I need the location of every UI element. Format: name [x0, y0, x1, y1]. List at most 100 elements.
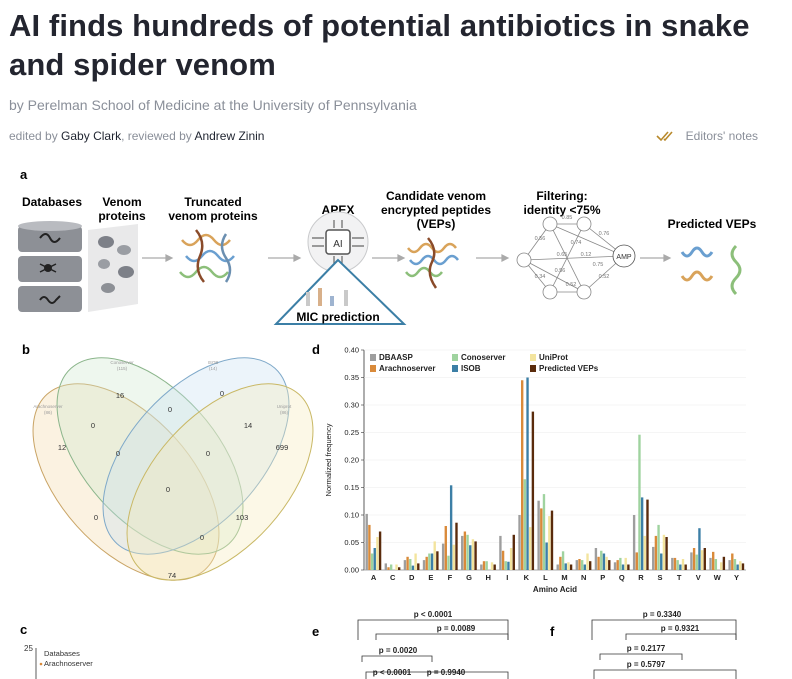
bar — [567, 562, 570, 570]
bar — [733, 559, 737, 570]
network-edge-value: 0.76 — [599, 231, 610, 237]
bar — [564, 563, 567, 570]
bar — [586, 553, 589, 570]
y-tick-label: 0.25 — [344, 428, 359, 437]
bar — [499, 535, 502, 570]
bar — [731, 553, 734, 570]
bar — [507, 561, 510, 570]
legend-swatch — [452, 354, 458, 361]
predicted-veps-icon — [680, 244, 742, 296]
pipeline-arrows — [142, 254, 672, 262]
network-edge-value: 0.74 — [571, 240, 582, 246]
bar — [395, 564, 398, 570]
bar — [449, 485, 453, 570]
y-tick-label: 0.40 — [344, 346, 359, 355]
bar — [684, 564, 687, 570]
bar — [627, 564, 630, 570]
bar — [411, 565, 415, 570]
panel-f-label: f — [550, 624, 555, 639]
bar — [728, 560, 731, 570]
bar — [403, 560, 407, 570]
bar — [681, 559, 685, 570]
region-arach-uni: 74 — [168, 571, 176, 580]
bar — [501, 550, 505, 570]
bar — [720, 562, 723, 570]
apex-chip-text: AI — [333, 239, 342, 250]
editor-name[interactable]: Gaby Clark — [61, 129, 122, 143]
editors-notes-link[interactable]: Editors' notes — [656, 129, 758, 143]
reviewer-name[interactable]: Andrew Zinin — [194, 129, 265, 143]
bar — [433, 541, 436, 570]
panel-f-significance-brackets — [591, 619, 737, 679]
bar — [588, 561, 592, 570]
bar — [657, 524, 660, 570]
stage-predicted: Predicted VEPs — [668, 217, 757, 231]
bar — [654, 535, 658, 570]
pvalue-e-3: p = 0.0020 — [379, 646, 418, 655]
bar — [632, 515, 636, 570]
bar — [583, 564, 587, 570]
set-label-arachnoserver: Arachnoserver — [33, 404, 63, 409]
panel-e-pvalues: p < 0.0001 p = 0.0089 p = 0.0020 p < 0.0… — [373, 610, 476, 677]
stage-candidate-line1: Candidate venom — [386, 189, 486, 203]
bar — [673, 557, 677, 570]
bar — [466, 534, 469, 570]
bar — [635, 552, 638, 570]
bar — [608, 560, 611, 570]
research-figure: a Databases Venom proteins Truncated ven… — [18, 167, 757, 679]
stage-databases: Databases — [22, 195, 82, 209]
panel-a-label: a — [20, 167, 28, 182]
bar — [409, 559, 412, 570]
bar — [493, 564, 496, 570]
bar — [480, 564, 483, 570]
y-axis-title: Normalized frequency — [324, 423, 333, 496]
bar — [561, 551, 565, 570]
bar — [575, 560, 579, 570]
set-count-isob: (14) — [209, 366, 218, 371]
x-tick-label: G — [466, 573, 472, 582]
network-edge-value: 0.85 — [562, 215, 573, 221]
bar — [662, 534, 666, 570]
bar — [580, 560, 584, 570]
legend-label: UniProt — [539, 353, 568, 362]
network-edge-value: 0.75 — [593, 262, 604, 268]
bar — [540, 508, 543, 570]
x-tick-label: M — [561, 573, 567, 582]
venn-set-labels: Conoserver (115) ISOB (14) Arachnoserver… — [33, 360, 292, 415]
pvalue-e-1: p < 0.0001 — [414, 610, 453, 619]
stage-venom-line1: Venom — [102, 195, 141, 209]
panel-e-significance-brackets — [357, 619, 509, 679]
filtering-network-diagram — [516, 216, 636, 300]
bar — [430, 553, 434, 570]
region-arach-isob: 0 — [206, 449, 210, 458]
bar — [376, 537, 379, 570]
bar — [548, 516, 551, 570]
x-tick-label: L — [543, 573, 548, 582]
amp-node-label: AMP — [616, 254, 632, 261]
network-edge-value: 0.12 — [581, 252, 592, 258]
bar — [741, 563, 745, 570]
bar — [679, 564, 682, 570]
region-isob-uni-mid: 103 — [236, 513, 249, 522]
x-tick-label: N — [581, 573, 586, 582]
bar — [461, 535, 464, 570]
bar — [640, 497, 644, 570]
bar — [559, 556, 562, 570]
y-tick-label: 0.20 — [344, 456, 359, 465]
set-count-conoserver: (115) — [117, 366, 128, 371]
panel-f-pvalues: p = 0.3340 p = 0.9321 p = 0.2177 p = 0.5… — [627, 610, 700, 669]
set-label-isob: ISOB — [208, 360, 219, 365]
pvalue-f-1: p = 0.3340 — [643, 610, 682, 619]
bar — [389, 564, 393, 570]
x-tick-label: Y — [734, 573, 739, 582]
panel-e-label: e — [312, 624, 319, 639]
bar — [384, 563, 388, 570]
bar — [613, 562, 617, 570]
x-tick-label: R — [638, 573, 644, 582]
bar — [452, 544, 455, 570]
y-tick-label: 0.10 — [344, 511, 359, 520]
set-label-conoserver: Conoserver — [110, 360, 134, 365]
bar — [368, 524, 371, 570]
bar — [365, 513, 368, 570]
legend-label: Conoserver — [461, 353, 505, 362]
